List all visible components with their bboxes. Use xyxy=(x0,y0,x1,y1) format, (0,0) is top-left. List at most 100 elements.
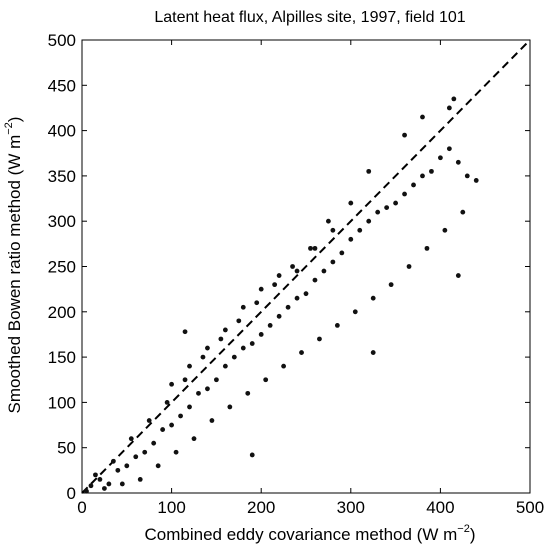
data-point xyxy=(464,173,470,179)
data-point xyxy=(299,350,304,355)
data-point xyxy=(222,327,228,333)
data-point xyxy=(102,486,107,491)
data-point xyxy=(205,345,210,351)
plot-area xyxy=(81,39,531,494)
data-point xyxy=(294,295,300,301)
data-point xyxy=(245,390,251,396)
data-point xyxy=(455,273,461,278)
y-tick-label: 300 xyxy=(48,212,76,231)
data-point xyxy=(290,264,295,269)
x-tick-label: 500 xyxy=(516,498,544,517)
data-point xyxy=(93,472,98,478)
data-point xyxy=(312,277,318,283)
y-tick-label: 250 xyxy=(48,258,76,277)
data-point xyxy=(366,218,372,224)
data-point xyxy=(187,404,192,410)
data-point xyxy=(258,286,264,292)
data-point xyxy=(330,259,336,265)
data-point xyxy=(182,377,188,383)
x-tick-label: 400 xyxy=(426,498,454,517)
y-tick-label: 350 xyxy=(48,167,76,186)
data-point xyxy=(370,295,376,301)
data-point xyxy=(406,264,412,269)
data-point xyxy=(249,452,255,458)
x-tick-label: 100 xyxy=(157,498,185,517)
data-point xyxy=(348,236,354,242)
data-point xyxy=(339,250,345,256)
y-tick-label: 150 xyxy=(48,348,76,367)
data-point xyxy=(236,318,242,324)
data-point xyxy=(330,227,336,233)
data-point xyxy=(227,404,233,410)
data-point xyxy=(267,322,273,328)
data-point xyxy=(317,336,322,342)
data-point xyxy=(366,168,372,174)
data-point xyxy=(200,354,206,360)
y-tick-label: 400 xyxy=(48,122,76,141)
data-point xyxy=(146,418,152,423)
data-point xyxy=(88,483,94,489)
x-tick-label: 300 xyxy=(337,498,365,517)
data-point xyxy=(222,363,228,369)
y-tick-label: 100 xyxy=(48,393,76,412)
data-point xyxy=(352,309,358,315)
data-point xyxy=(312,245,318,251)
data-point xyxy=(272,282,278,288)
data-point xyxy=(451,96,457,102)
plot-frame xyxy=(81,39,531,494)
data-point xyxy=(110,458,116,464)
data-point xyxy=(169,381,175,387)
data-point xyxy=(294,268,300,274)
data-point xyxy=(164,400,170,405)
data-point xyxy=(402,132,407,138)
y-axis-ticks: 0 50 100 150 200 250 300 350 400 450 500 xyxy=(48,31,530,503)
data-point xyxy=(420,114,425,120)
data-point xyxy=(424,245,430,251)
data-point xyxy=(231,354,237,360)
data-point xyxy=(473,178,479,183)
data-point xyxy=(308,245,313,251)
data-point xyxy=(285,304,291,310)
data-point xyxy=(142,449,148,455)
data-point xyxy=(393,200,398,206)
data-point xyxy=(191,436,197,442)
data-point xyxy=(276,313,282,319)
data-point xyxy=(326,218,331,224)
data-point xyxy=(169,422,175,428)
data-point xyxy=(240,304,246,310)
x-tick-label: 200 xyxy=(247,498,275,517)
data-point xyxy=(84,488,89,494)
data-point xyxy=(276,273,282,278)
data-point xyxy=(209,418,215,423)
data-point xyxy=(115,467,121,473)
data-point xyxy=(249,341,255,346)
data-point xyxy=(160,427,166,432)
data-point xyxy=(240,345,246,351)
data-point xyxy=(388,282,394,288)
data-point xyxy=(446,146,452,152)
data-point xyxy=(429,168,434,174)
data-point xyxy=(303,291,309,297)
data-point xyxy=(446,105,452,111)
data-point xyxy=(438,155,443,161)
data-point xyxy=(375,209,381,215)
data-point xyxy=(420,173,425,179)
data-point xyxy=(182,329,188,335)
data-point xyxy=(384,205,390,211)
data-point xyxy=(155,463,161,469)
data-point xyxy=(214,377,219,383)
y-tick-label: 200 xyxy=(48,303,76,322)
data-point xyxy=(258,332,264,337)
y-tick-label: 450 xyxy=(48,76,76,95)
data-point xyxy=(442,227,448,233)
x-tick-label: 0 xyxy=(77,498,86,517)
y-tick-label: 0 xyxy=(67,484,76,503)
data-point xyxy=(334,322,340,328)
data-point xyxy=(133,454,139,460)
y-axis-label: Smoothed Bowen ratio method (W m−2) xyxy=(3,117,24,414)
data-point xyxy=(254,300,260,306)
x-axis-label: Combined eddy covariance method (W m−2) xyxy=(145,523,476,544)
data-point xyxy=(411,182,416,188)
data-point xyxy=(205,386,210,392)
